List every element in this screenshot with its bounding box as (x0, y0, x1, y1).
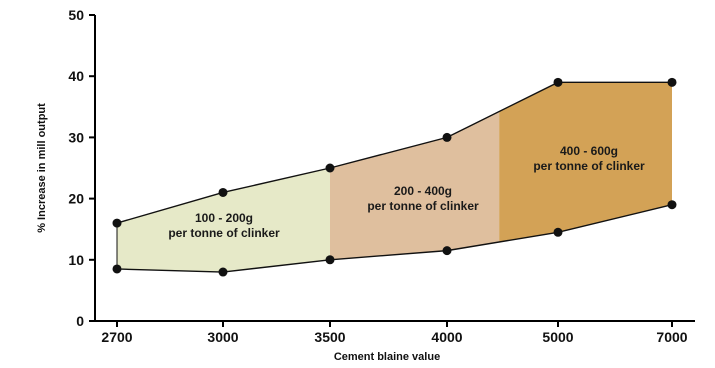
x-tick-label: 4000 (431, 329, 462, 345)
x-tick-label: 7000 (656, 329, 687, 345)
y-tick-label: 0 (76, 313, 84, 329)
band-label-range: 400 - 600g (560, 144, 618, 158)
series-lines (116, 81, 673, 273)
data-points (112, 77, 677, 277)
upper-data-point (553, 77, 563, 87)
x-ticks: 2700 3000 3500 4000 5000 7000 (101, 321, 688, 345)
lower-data-point (553, 227, 563, 237)
lower-data-point (442, 246, 452, 256)
lower-data-point (325, 255, 335, 265)
band-areas (117, 82, 672, 273)
lower-data-point (667, 200, 677, 210)
y-ticks: 0 10 20 30 40 50 (68, 7, 95, 329)
upper-data-point (325, 163, 335, 173)
x-tick-label: 3000 (207, 329, 238, 345)
x-tick-label: 5000 (542, 329, 573, 345)
band-label-range: 200 - 400g (394, 184, 452, 198)
y-tick-label: 40 (68, 68, 84, 84)
y-tick-label: 20 (68, 191, 84, 207)
band-label-unit: per tonne of clinker (533, 159, 645, 173)
band-label-unit: per tonne of clinker (367, 199, 479, 213)
upper-data-point (112, 218, 122, 228)
x-tick-label: 2700 (101, 329, 132, 345)
band-area (117, 168, 330, 273)
band-label-unit: per tonne of clinker (168, 226, 280, 240)
lower-data-point (112, 264, 122, 274)
upper-data-point (442, 132, 452, 142)
upper-series-line (116, 81, 672, 224)
y-tick-label: 10 (68, 252, 84, 268)
band-area (330, 111, 500, 260)
upper-data-point (218, 187, 228, 197)
band-area (499, 82, 672, 242)
lower-series-line (116, 204, 673, 273)
x-axis-title: Cement blaine value (334, 351, 440, 363)
y-tick-label: 50 (68, 7, 84, 23)
band-label-range: 100 - 200g (195, 211, 253, 225)
upper-data-point (667, 77, 677, 87)
axes (94, 15, 695, 322)
y-tick-label: 30 (68, 129, 84, 145)
x-tick-label: 3500 (314, 329, 345, 345)
lower-data-point (218, 267, 228, 277)
y-axis-title: % Increase in mill output (36, 103, 48, 233)
